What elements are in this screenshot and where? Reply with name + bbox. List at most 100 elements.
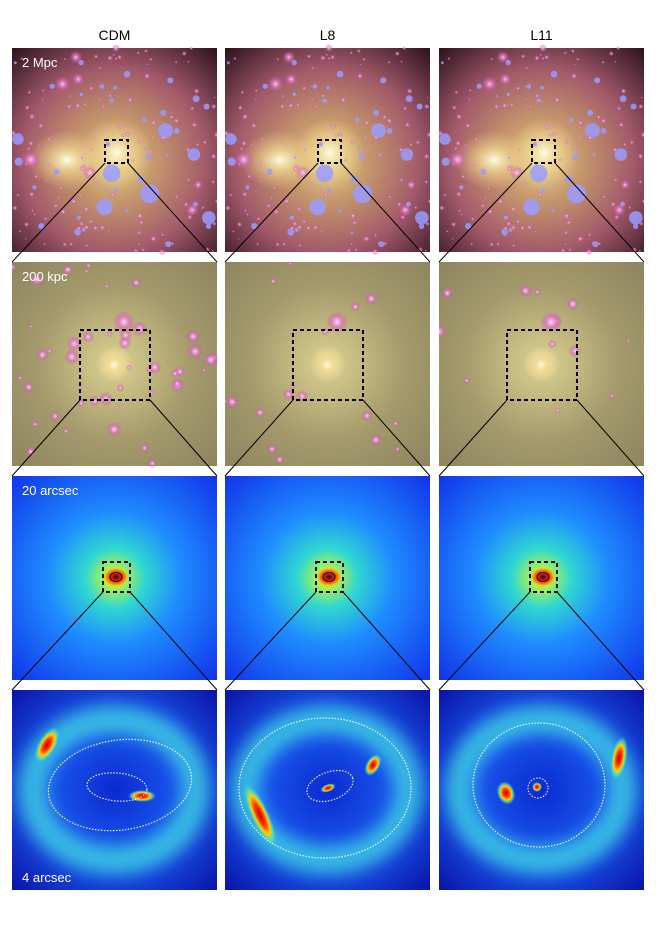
image xyxy=(364,754,382,776)
halo xyxy=(564,231,568,235)
subhalo xyxy=(103,283,110,290)
halo xyxy=(291,193,296,198)
image xyxy=(34,727,60,763)
halo xyxy=(439,205,445,211)
halo xyxy=(109,98,114,103)
halo xyxy=(117,123,123,130)
halo xyxy=(254,88,258,93)
halo xyxy=(509,102,515,107)
halo xyxy=(69,50,83,64)
halo xyxy=(69,242,74,247)
halo xyxy=(202,211,216,225)
subhalo xyxy=(439,323,447,340)
halo xyxy=(294,228,299,232)
halo xyxy=(97,97,101,101)
core xyxy=(316,567,342,587)
critical-curve xyxy=(306,769,354,803)
halo xyxy=(405,201,411,207)
halo xyxy=(229,193,233,197)
halo xyxy=(399,177,404,182)
halo xyxy=(356,48,362,54)
halo xyxy=(202,140,208,145)
halo xyxy=(495,94,499,98)
subhalo xyxy=(394,446,401,452)
halo xyxy=(263,164,266,167)
halo xyxy=(398,146,404,153)
halo xyxy=(133,248,139,254)
halo xyxy=(85,243,89,248)
halo xyxy=(504,233,507,236)
halo xyxy=(402,106,408,111)
halo xyxy=(145,154,152,160)
halo xyxy=(291,220,298,227)
halo xyxy=(592,153,596,157)
halo xyxy=(565,219,572,226)
halo xyxy=(192,95,200,103)
halo xyxy=(258,162,263,167)
core xyxy=(103,567,129,587)
halo xyxy=(272,208,280,215)
overlay: CDM L8 L11 2 Mpc 200 kpc 20 arcsec 4 arcsec xyxy=(11,27,645,885)
halo xyxy=(279,103,286,110)
halo xyxy=(83,206,90,213)
halo xyxy=(544,123,550,130)
subhalo xyxy=(269,359,275,365)
halo xyxy=(426,131,430,139)
halo xyxy=(417,246,424,253)
halo xyxy=(480,168,487,175)
subhalo xyxy=(540,311,562,333)
halo xyxy=(101,104,106,109)
halo xyxy=(440,61,444,65)
halo xyxy=(533,188,538,193)
halo xyxy=(554,96,561,103)
halo xyxy=(498,72,512,86)
halo xyxy=(503,225,509,232)
halo xyxy=(371,248,379,256)
halo xyxy=(12,205,18,211)
halo xyxy=(165,153,169,157)
halo xyxy=(237,237,240,240)
halo xyxy=(573,63,576,66)
halo xyxy=(28,140,35,147)
halo xyxy=(290,233,293,236)
halo xyxy=(59,208,67,215)
halo xyxy=(601,60,605,64)
halo xyxy=(468,98,471,101)
halo xyxy=(324,44,333,53)
halo xyxy=(71,72,85,86)
halo xyxy=(344,158,348,162)
halo xyxy=(18,230,22,233)
halo xyxy=(486,186,491,191)
halo xyxy=(109,191,116,198)
halo xyxy=(496,50,510,64)
halo xyxy=(201,205,205,210)
halo xyxy=(552,209,556,213)
zoom-line xyxy=(11,399,81,477)
halo xyxy=(597,241,602,246)
halo xyxy=(112,53,116,57)
zoom-box xyxy=(292,329,364,401)
halo xyxy=(594,77,601,84)
subhalo xyxy=(85,262,92,269)
halo xyxy=(57,196,60,200)
subhalo xyxy=(62,263,74,276)
halo xyxy=(585,123,600,138)
halo xyxy=(447,149,468,170)
subhalo xyxy=(321,327,330,336)
subhalo xyxy=(84,268,89,274)
halo xyxy=(138,219,145,226)
halo xyxy=(301,85,307,91)
halo xyxy=(455,113,463,120)
halo xyxy=(107,230,111,233)
subhalo xyxy=(274,454,285,465)
halo xyxy=(289,215,294,220)
halo xyxy=(454,90,459,95)
zoom-line xyxy=(362,399,431,477)
halo xyxy=(524,97,528,101)
halo xyxy=(423,103,430,110)
halo xyxy=(96,181,100,185)
subhalo xyxy=(106,421,122,438)
column xyxy=(225,44,430,890)
halo xyxy=(525,66,529,70)
image xyxy=(320,783,336,793)
